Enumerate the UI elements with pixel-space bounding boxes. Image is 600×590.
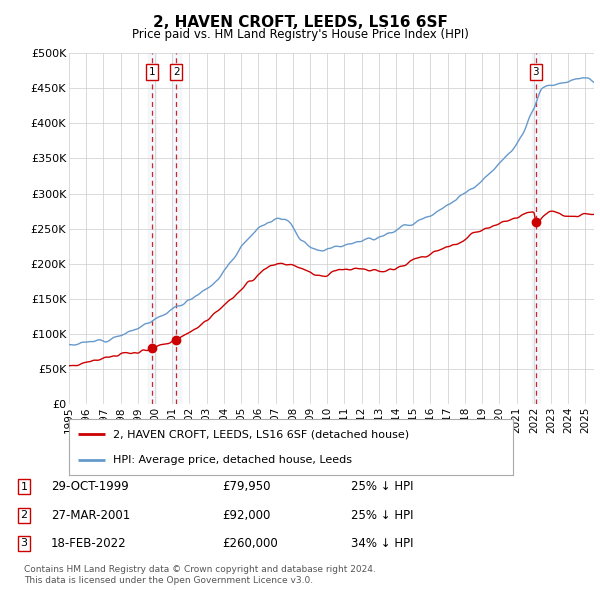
Bar (172, 53, 181, 404)
Text: 2, HAVEN CROFT, LEEDS, LS16 6SF: 2, HAVEN CROFT, LEEDS, LS16 6SF (152, 15, 448, 30)
Text: This data is licensed under the Open Government Licence v3.0.: This data is licensed under the Open Gov… (24, 576, 313, 585)
Text: 1: 1 (149, 67, 155, 77)
Text: 2: 2 (20, 510, 28, 520)
Text: 2: 2 (173, 67, 179, 77)
Text: 25% ↓ HPI: 25% ↓ HPI (351, 480, 413, 493)
Text: 3: 3 (533, 67, 539, 77)
Bar (148, 53, 157, 404)
Text: £260,000: £260,000 (222, 537, 278, 550)
Text: 2, HAVEN CROFT, LEEDS, LS16 6SF (detached house): 2, HAVEN CROFT, LEEDS, LS16 6SF (detache… (113, 429, 410, 439)
Text: 1: 1 (20, 482, 28, 491)
Text: £79,950: £79,950 (222, 480, 271, 493)
Text: 34% ↓ HPI: 34% ↓ HPI (351, 537, 413, 550)
Text: 3: 3 (20, 539, 28, 548)
Text: £92,000: £92,000 (222, 509, 271, 522)
Bar (532, 53, 540, 404)
Text: Price paid vs. HM Land Registry's House Price Index (HPI): Price paid vs. HM Land Registry's House … (131, 28, 469, 41)
Text: Contains HM Land Registry data © Crown copyright and database right 2024.: Contains HM Land Registry data © Crown c… (24, 565, 376, 574)
Text: 25% ↓ HPI: 25% ↓ HPI (351, 509, 413, 522)
Text: 18-FEB-2022: 18-FEB-2022 (51, 537, 127, 550)
Text: 29-OCT-1999: 29-OCT-1999 (51, 480, 129, 493)
Text: 27-MAR-2001: 27-MAR-2001 (51, 509, 130, 522)
Text: HPI: Average price, detached house, Leeds: HPI: Average price, detached house, Leed… (113, 455, 352, 465)
